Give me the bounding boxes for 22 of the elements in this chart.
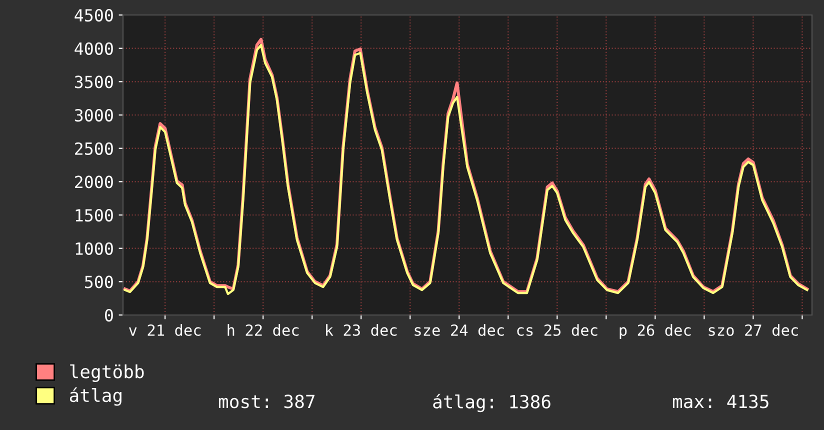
x-tick-label: cs 25 dec [517,324,598,336]
y-tick-label: 4000 [74,42,113,55]
text: átlag: 1386 [433,394,550,412]
y-tick-label: 2000 [75,176,113,188]
y-tick-label: 0 [105,309,113,322]
y-tick-label: 1500 [76,209,113,222]
text: max: 4135 [672,394,768,408]
legend-label: átlag [70,387,122,406]
x-tick-label: sze 24 dec [414,324,504,336]
legend-label: legtöbb [70,364,144,382]
x-tick-label: szo 27 dec [708,324,798,336]
x-tick-label: p 26 dec [620,324,691,339]
y-tick-label: 4500 [74,9,113,22]
y-tick-label: 500 [85,276,113,288]
y-tick-label: 2500 [75,142,113,155]
x-tick-label: h 22 dec [228,324,299,336]
x-tick-label: v 21 dec [129,324,201,336]
y-tick-label: 1000 [76,242,113,255]
y-tick-label: 3000 [74,109,113,122]
text: most: 387 [218,394,314,408]
y-tick-label: 3500 [74,76,113,88]
x-tick-label: k 23 dec [326,324,397,336]
